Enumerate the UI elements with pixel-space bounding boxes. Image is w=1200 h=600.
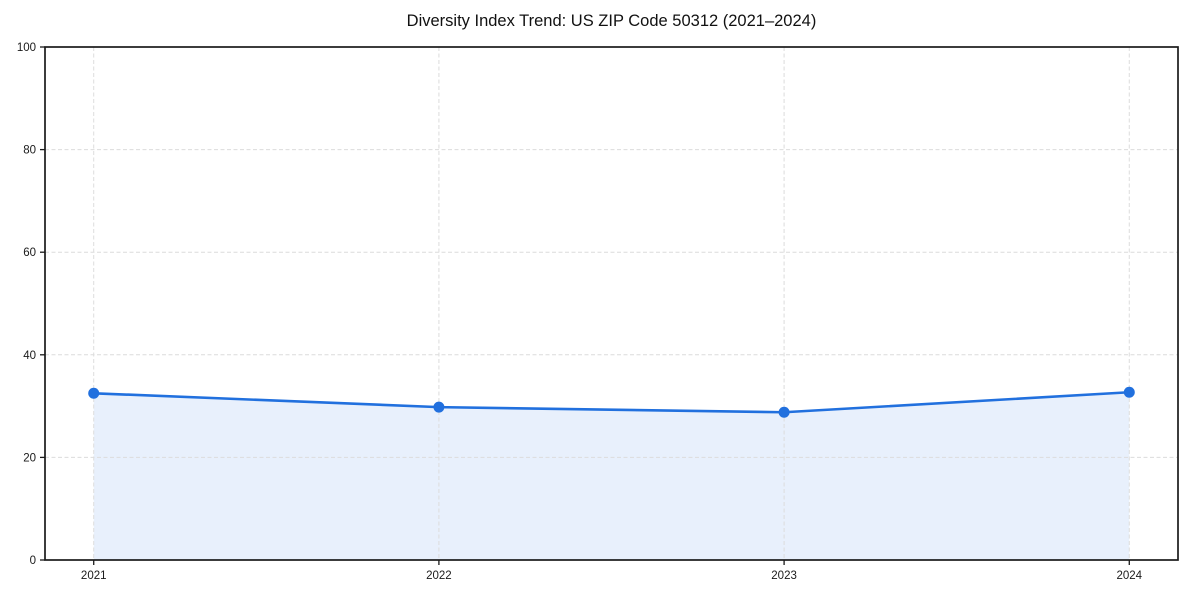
y-tick-label: 60 [23, 247, 36, 259]
y-tick-label: 100 [17, 42, 36, 54]
y-tick-label: 0 [30, 555, 36, 567]
x-tick-label: 2024 [1116, 570, 1142, 582]
data-line [92, 390, 1131, 414]
data-point-marker [88, 387, 100, 399]
data-point-marker [433, 401, 445, 413]
plot-frame [44, 46, 1179, 561]
x-tick-label: 2021 [81, 570, 107, 582]
data-point-marker [1123, 386, 1135, 398]
x-tick-label: 2022 [426, 570, 452, 582]
area-fill [93, 392, 1130, 560]
y-tick-label: 20 [23, 452, 36, 464]
data-point-marker [778, 406, 790, 418]
x-tick-label: 2023 [771, 570, 797, 582]
y-tick-label: 40 [23, 350, 36, 362]
chart-title: Diversity Index Trend: US ZIP Code 50312… [406, 12, 817, 30]
y-tick-label: 80 [23, 145, 36, 157]
